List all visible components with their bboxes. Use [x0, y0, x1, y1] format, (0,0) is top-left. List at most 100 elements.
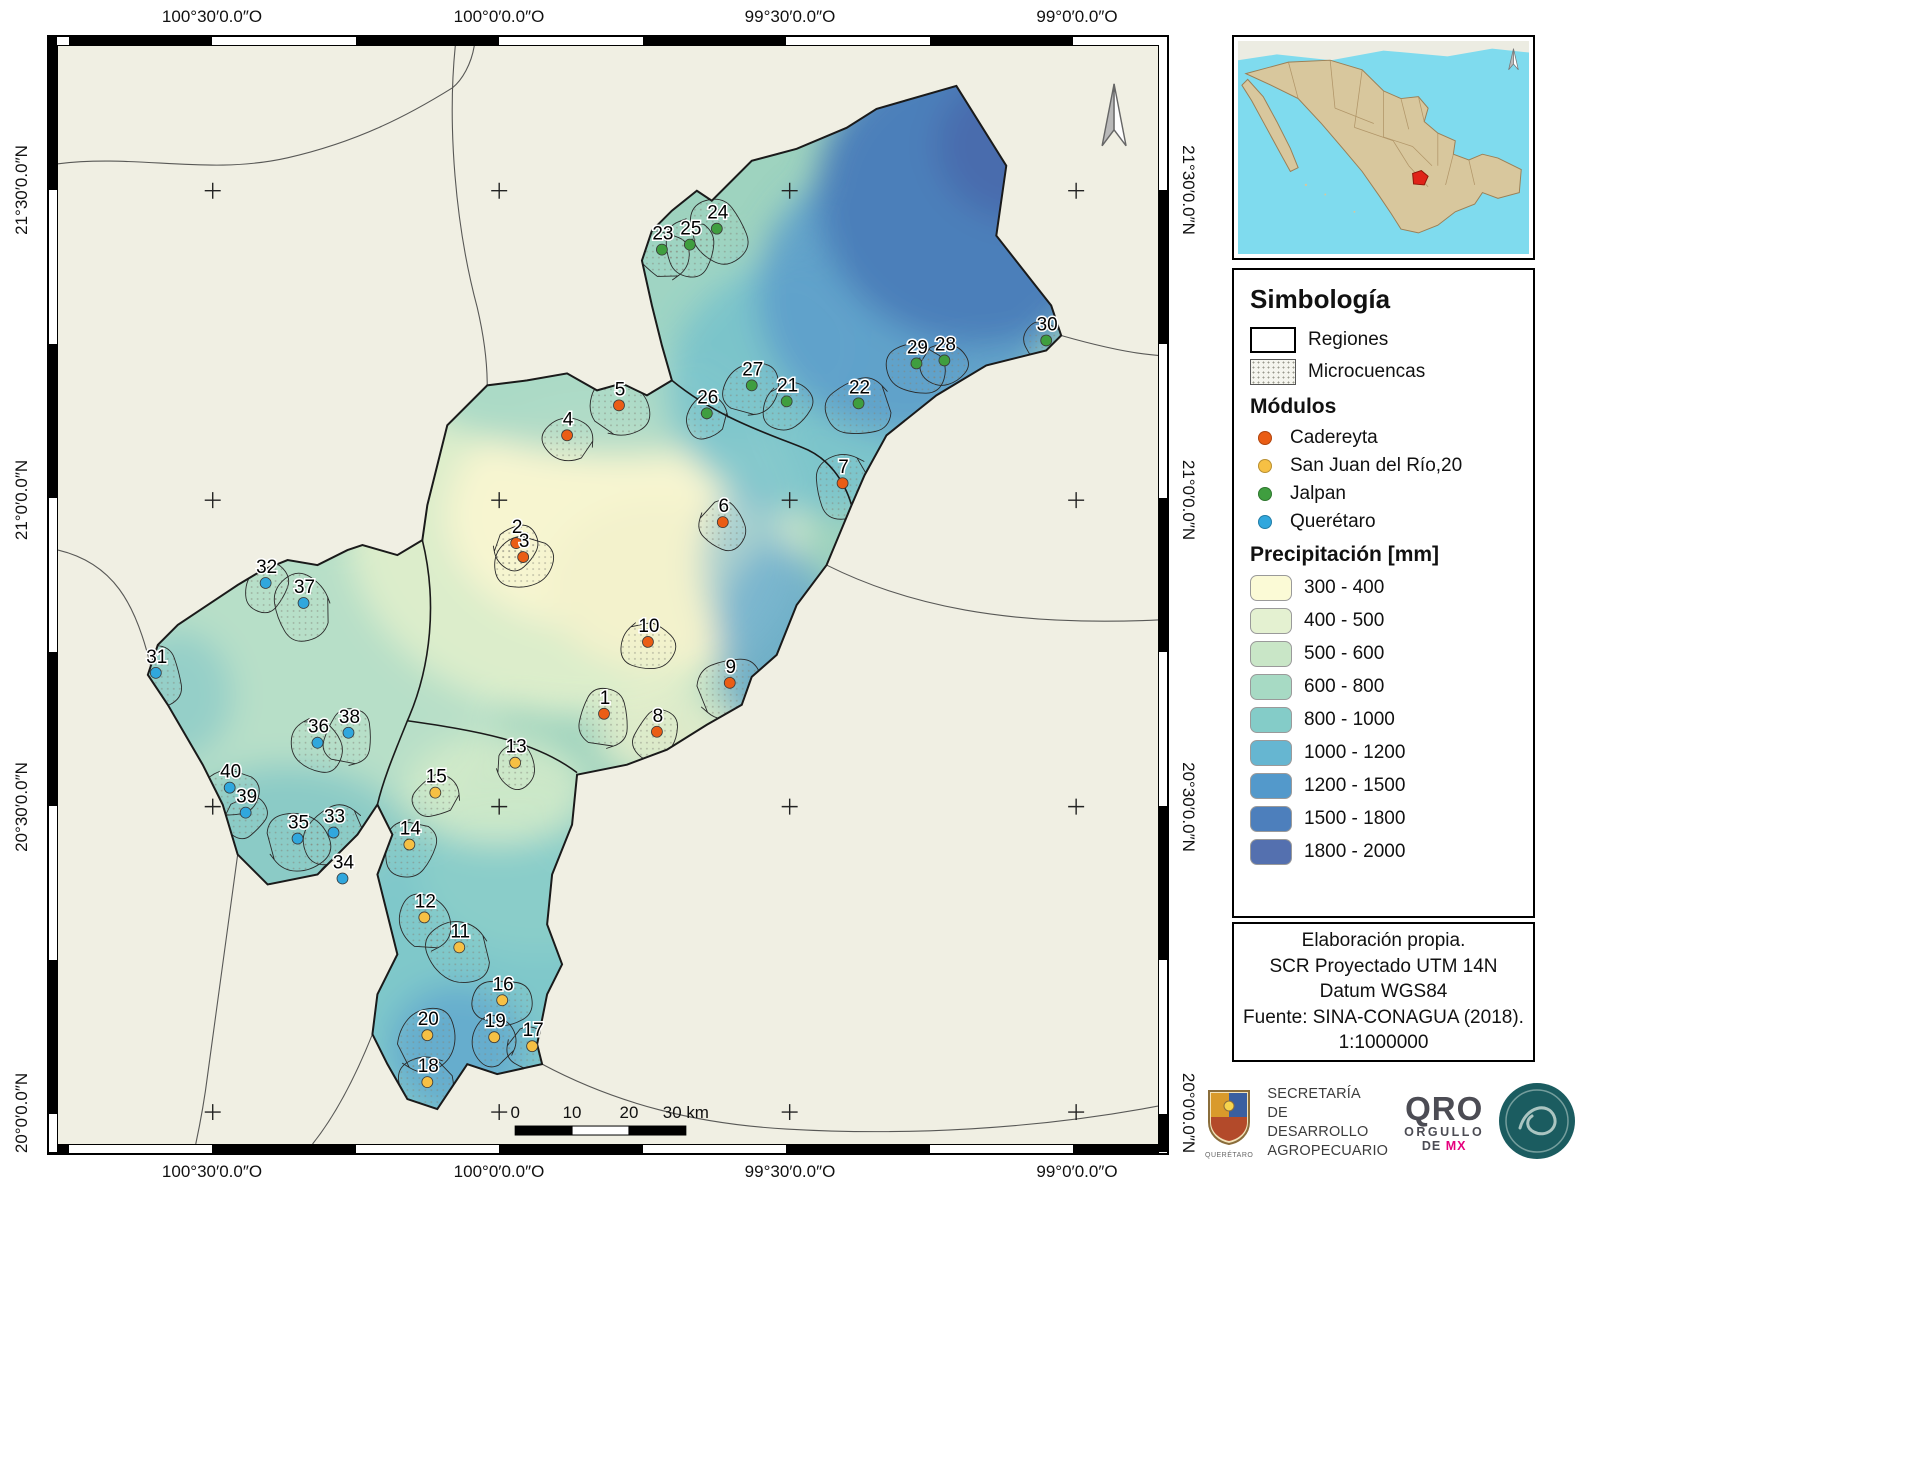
- station-label: 3: [519, 531, 530, 552]
- station-marker: 1: [598, 686, 612, 720]
- module-rows: Cadereyta San Juan del Río,20 Jalpan Querét…: [1250, 427, 1517, 533]
- station-marker: 6: [716, 495, 731, 529]
- station-marker: 30: [1035, 313, 1059, 347]
- main-map-svg: 0 10 20 30 km 12345678910111213141516171819…: [58, 46, 1158, 1144]
- station-marker: 20: [416, 1008, 440, 1042]
- station-label: 36: [308, 717, 329, 738]
- neatline-top: [49, 37, 1167, 45]
- station-label: 5: [615, 379, 626, 400]
- precip-row: 1500 - 1800: [1250, 806, 1517, 832]
- station-marker: 19: [483, 1010, 507, 1044]
- graticule-cross: [204, 1104, 221, 1121]
- precip-row: 600 - 800: [1250, 674, 1517, 700]
- station-marker: 36: [306, 715, 331, 749]
- graticule-cross: [204, 492, 221, 509]
- mexico-overview-map: [1238, 41, 1529, 254]
- graticule-cross: [1068, 492, 1085, 509]
- station-label: 15: [426, 767, 447, 788]
- station-marker: 16: [491, 973, 515, 1007]
- station-label: 29: [907, 337, 928, 358]
- legend-panel: Simbología Regiones Microcuencas Módulos…: [1232, 268, 1535, 918]
- scale-label: 10: [563, 1103, 582, 1122]
- scale-label: 20: [620, 1103, 639, 1122]
- graticule-cross: [491, 492, 508, 509]
- shield-icon: [1208, 1089, 1251, 1145]
- station-marker: 4: [561, 408, 575, 442]
- precip-label: 500 - 600: [1304, 643, 1385, 664]
- station-marker: 23: [651, 222, 675, 256]
- station-marker: 22: [847, 376, 872, 410]
- station-label: 25: [680, 219, 701, 240]
- station-marker: 24: [706, 201, 730, 235]
- station-marker: 18: [416, 1055, 440, 1089]
- station-marker: 3: [517, 530, 531, 563]
- station-label: 27: [742, 359, 763, 380]
- neatline-bottom: [49, 1145, 1167, 1153]
- station-marker: 5: [613, 378, 627, 412]
- graticule-cross: [204, 798, 221, 815]
- credits-line: Datum WGS84: [1319, 981, 1448, 1003]
- queretaro-highlight: [1412, 169, 1429, 186]
- station-label: 33: [324, 807, 345, 828]
- precip-row: 300 - 400: [1250, 575, 1517, 601]
- station-label: 34: [333, 853, 354, 874]
- orgullo-text: ORGULLO: [1404, 1124, 1485, 1139]
- station-label: 37: [294, 577, 315, 598]
- station-marker: 21: [776, 374, 800, 408]
- seal-icon: [1499, 1082, 1576, 1159]
- lon-label-top: 99°0′0.0″O: [1036, 7, 1118, 26]
- lon-label-bottom: 100°0′0.0″O: [453, 1162, 545, 1181]
- north-arrow-icon: [1101, 83, 1127, 147]
- station-marker: 35: [287, 811, 311, 845]
- scale-bar: 0 10 20 30 km: [510, 1103, 709, 1136]
- station-label: 30: [1037, 314, 1058, 335]
- station-marker: 31: [145, 645, 169, 679]
- station-marker: 38: [337, 705, 362, 739]
- legend-row-regions: Regiones: [1250, 327, 1517, 353]
- precip-swatch: [1250, 641, 1292, 667]
- precip-label: 1800 - 2000: [1304, 841, 1406, 862]
- station-marker: 17: [521, 1019, 545, 1053]
- lon-label-top: 100°30′0.0″O: [161, 7, 263, 26]
- graticule-cross: [781, 1104, 798, 1121]
- legend-title: Simbología: [1250, 284, 1391, 314]
- footer-logos: QUERÉTARO SECRETARÍA DE DESARROLLO AGROP…: [1205, 1078, 1576, 1168]
- station-label: 8: [653, 706, 664, 727]
- precip-label: 800 - 1000: [1304, 709, 1395, 730]
- station-label: 1: [600, 688, 611, 709]
- precip-row: 400 - 500: [1250, 608, 1517, 634]
- station-label: 22: [849, 377, 870, 398]
- lat-label-right: 20°30′0.0″N: [1179, 762, 1198, 852]
- lat-label-left: 20°30′0.0″N: [12, 762, 31, 852]
- graticule-cross: [1068, 1104, 1085, 1121]
- precip-label: 600 - 800: [1304, 676, 1385, 697]
- station-label: 14: [400, 819, 421, 840]
- lon-label-top: 99°30′0.0″O: [744, 7, 836, 26]
- precip-label: 300 - 400: [1304, 577, 1385, 598]
- precip-row: 1800 - 2000: [1250, 839, 1517, 865]
- station-label: 4: [563, 409, 574, 430]
- microcuencas-swatch: [1250, 359, 1296, 385]
- module-label: San Juan del Río,20: [1290, 455, 1463, 476]
- queretaro-dot: [1258, 515, 1272, 529]
- station-marker: 14: [398, 817, 422, 851]
- secretaria-line1: SECRETARÍA: [1267, 1086, 1361, 1103]
- station-label: 21: [777, 375, 798, 396]
- graticule-cross: [491, 182, 508, 199]
- precip-swatch: [1250, 608, 1292, 634]
- lat-label-left: 21°30′0.0″N: [12, 145, 31, 235]
- lat-label-right: 20°0′0.0″N: [1179, 1072, 1198, 1154]
- station-marker: 32: [255, 556, 279, 589]
- regions-swatch: [1250, 327, 1296, 353]
- neatline-left: [49, 37, 57, 1153]
- legend-row-microcuencas: Microcuencas: [1250, 359, 1517, 385]
- lat-label-left: 20°0′0.0″N: [12, 1072, 31, 1154]
- lon-label-bottom: 99°30′0.0″O: [744, 1162, 836, 1181]
- cadereyta-dot: [1258, 431, 1272, 445]
- station-label: 35: [288, 813, 309, 834]
- precip-label: 400 - 500: [1304, 610, 1385, 631]
- station-label: 12: [415, 891, 436, 912]
- lon-label-top: 100°0′0.0″O: [453, 7, 545, 26]
